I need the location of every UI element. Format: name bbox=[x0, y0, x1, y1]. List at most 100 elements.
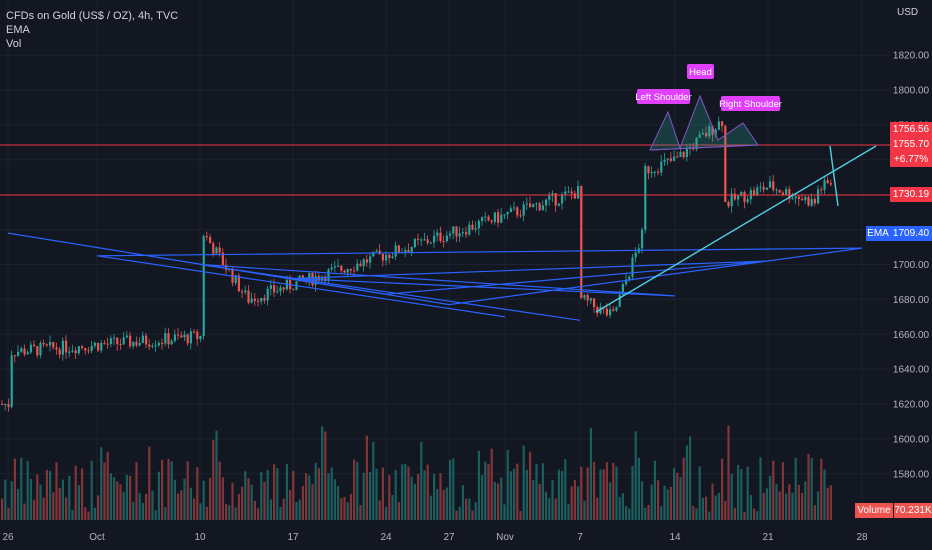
volume-bar bbox=[378, 500, 381, 520]
volume-bar bbox=[807, 453, 810, 520]
candle-body bbox=[612, 309, 615, 311]
candle-body bbox=[545, 199, 548, 206]
volume-bar bbox=[394, 470, 397, 520]
time-axis[interactable]: 26 Oct 10 17 24 27 Nov 7 14 21 28 bbox=[2, 532, 868, 543]
volume-bar bbox=[407, 466, 410, 520]
ema-indicator-label[interactable]: EMA bbox=[6, 24, 30, 36]
volume-bar bbox=[317, 468, 320, 520]
volume-bar bbox=[714, 495, 717, 520]
candle-body bbox=[618, 294, 621, 307]
candle-body bbox=[820, 189, 823, 191]
candle-body bbox=[772, 181, 775, 190]
head-label[interactable]: Head bbox=[687, 64, 714, 79]
projection-line[interactable] bbox=[829, 145, 839, 207]
candle-body bbox=[583, 295, 586, 299]
volume-bar bbox=[36, 474, 39, 520]
candle-body bbox=[116, 337, 119, 345]
volume-bar bbox=[340, 498, 343, 520]
candle-body bbox=[753, 190, 756, 195]
candle-body bbox=[490, 220, 493, 222]
volume-bar bbox=[647, 504, 650, 520]
candle-body bbox=[343, 270, 346, 273]
volume-bar bbox=[615, 466, 618, 520]
candle-body bbox=[461, 232, 464, 234]
price-change-tag: +6.77% bbox=[890, 152, 932, 167]
volume-bar bbox=[125, 474, 128, 520]
candle-body bbox=[813, 198, 816, 204]
volume-bar bbox=[804, 481, 807, 520]
y-tick-label: 1580.00 bbox=[893, 469, 930, 480]
volume-bar bbox=[417, 473, 420, 520]
volume-bar bbox=[260, 472, 263, 520]
candle-body bbox=[13, 355, 16, 357]
volume-bar bbox=[749, 495, 752, 520]
candle-body bbox=[609, 309, 612, 316]
volume-bar bbox=[740, 469, 743, 520]
candle-body bbox=[660, 161, 663, 173]
candle-body bbox=[557, 203, 560, 206]
volume-bar bbox=[202, 480, 205, 520]
volume-bar bbox=[519, 510, 522, 520]
candle-body bbox=[653, 171, 656, 173]
volume-bar bbox=[413, 483, 416, 520]
candle-body bbox=[682, 151, 685, 158]
volume-bar bbox=[439, 473, 442, 520]
candle-body bbox=[442, 240, 445, 242]
volume-bar bbox=[490, 448, 493, 520]
volume-bar bbox=[196, 467, 199, 520]
candle-body bbox=[292, 289, 295, 291]
volume-bar bbox=[817, 491, 820, 520]
volume-bar bbox=[4, 479, 7, 520]
currency-label[interactable]: USD bbox=[897, 7, 919, 18]
right-shoulder-text: Right Shoulder bbox=[719, 99, 782, 110]
candle-body bbox=[522, 204, 525, 216]
volume-bar bbox=[529, 451, 532, 520]
candle-body bbox=[257, 300, 260, 302]
price-axis[interactable]: 1820.001800.001780.001760.001740.001720.… bbox=[893, 51, 930, 481]
volume-bar bbox=[775, 484, 778, 520]
volume-bar bbox=[170, 461, 173, 520]
candle-body bbox=[119, 344, 122, 346]
volume-bar bbox=[733, 507, 736, 520]
volume-bar bbox=[621, 493, 624, 520]
uptrend-line[interactable] bbox=[595, 145, 877, 313]
candle-body bbox=[26, 352, 29, 355]
candle-body bbox=[173, 334, 176, 341]
volume-bar bbox=[189, 487, 192, 520]
left-shoulder-label[interactable]: Left Shoulder bbox=[635, 89, 692, 104]
candle-body bbox=[151, 345, 154, 347]
candle-body bbox=[762, 186, 765, 190]
volume-tag-label: Volume bbox=[857, 505, 891, 516]
candle-body bbox=[253, 298, 256, 301]
candle-body bbox=[705, 132, 708, 137]
candle-body bbox=[701, 132, 704, 135]
volume-bar bbox=[471, 510, 474, 520]
symbol-title[interactable]: CFDs on Gold (US$ / OZ), 4h, TVC bbox=[6, 10, 179, 22]
volume-bar bbox=[81, 468, 84, 520]
candle-body bbox=[33, 344, 36, 347]
volume-bar bbox=[580, 466, 583, 520]
head-shoulders-pattern[interactable] bbox=[649, 94, 759, 151]
volume-bar bbox=[391, 494, 394, 520]
candle-body bbox=[154, 345, 157, 347]
volume-bar bbox=[644, 507, 647, 520]
volume-bar bbox=[689, 436, 692, 520]
candle-body bbox=[381, 254, 384, 261]
volume-bar bbox=[52, 492, 55, 520]
volume-bar bbox=[228, 505, 231, 520]
volume-bar bbox=[586, 467, 589, 520]
right-shoulder-label[interactable]: Right Shoulder bbox=[719, 96, 782, 111]
volume-bar bbox=[177, 493, 180, 520]
candle-body bbox=[7, 404, 10, 408]
candle-body bbox=[1, 404, 4, 406]
volume-bar bbox=[247, 478, 250, 520]
volume-bar bbox=[225, 504, 228, 520]
candle-body bbox=[577, 186, 580, 199]
candle-body bbox=[397, 245, 400, 253]
candle-body bbox=[375, 250, 378, 252]
candle-body bbox=[362, 259, 365, 267]
candle-body bbox=[132, 341, 135, 347]
volume-bar bbox=[234, 507, 237, 520]
vol-indicator-label[interactable]: Vol bbox=[6, 38, 22, 50]
